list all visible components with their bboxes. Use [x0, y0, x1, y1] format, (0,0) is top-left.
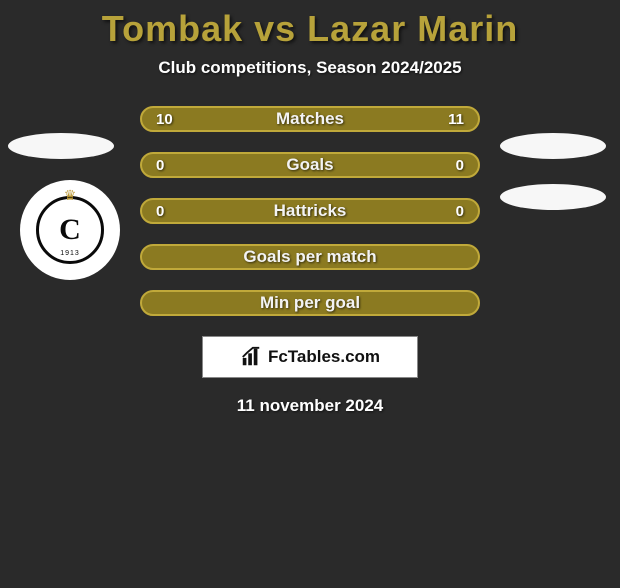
page-title: Tombak vs Lazar Marin — [0, 8, 620, 50]
crown-icon: ♛ — [64, 187, 77, 204]
stat-value-right: 0 — [456, 203, 464, 220]
stat-value-right: 0 — [456, 157, 464, 174]
stat-value-right: 11 — [448, 111, 464, 128]
stat-row: Matches10 11 — [140, 106, 480, 132]
club-year: 1913 — [60, 250, 80, 257]
club-badge: ♛ C 1913 — [20, 180, 120, 280]
club-badge-inner: ♛ C 1913 — [36, 196, 104, 264]
stat-label: Hattricks — [142, 201, 478, 221]
player-left-marker — [8, 133, 114, 159]
stat-label: Matches — [142, 109, 478, 129]
club-letter: C — [59, 213, 81, 247]
stat-label: Goals — [142, 155, 478, 175]
fctables-banner[interactable]: FcTables.com — [202, 336, 418, 378]
player-right-marker-2 — [500, 184, 606, 210]
stat-label: Min per goal — [142, 293, 478, 313]
date-text: 11 november 2024 — [0, 396, 620, 416]
page-subtitle: Club competitions, Season 2024/2025 — [0, 58, 620, 78]
chart-icon — [240, 346, 262, 368]
player-right-marker — [500, 133, 606, 159]
stat-row: Goals per match — [140, 244, 480, 270]
stat-label: Goals per match — [142, 247, 478, 267]
stat-value-left: 10 — [156, 111, 173, 128]
stat-row: Min per goal — [140, 290, 480, 316]
stat-row: Goals0 0 — [140, 152, 480, 178]
stat-value-left: 0 — [156, 157, 164, 174]
banner-text: FcTables.com — [268, 347, 380, 367]
stat-row: Hattricks0 0 — [140, 198, 480, 224]
stat-value-left: 0 — [156, 203, 164, 220]
